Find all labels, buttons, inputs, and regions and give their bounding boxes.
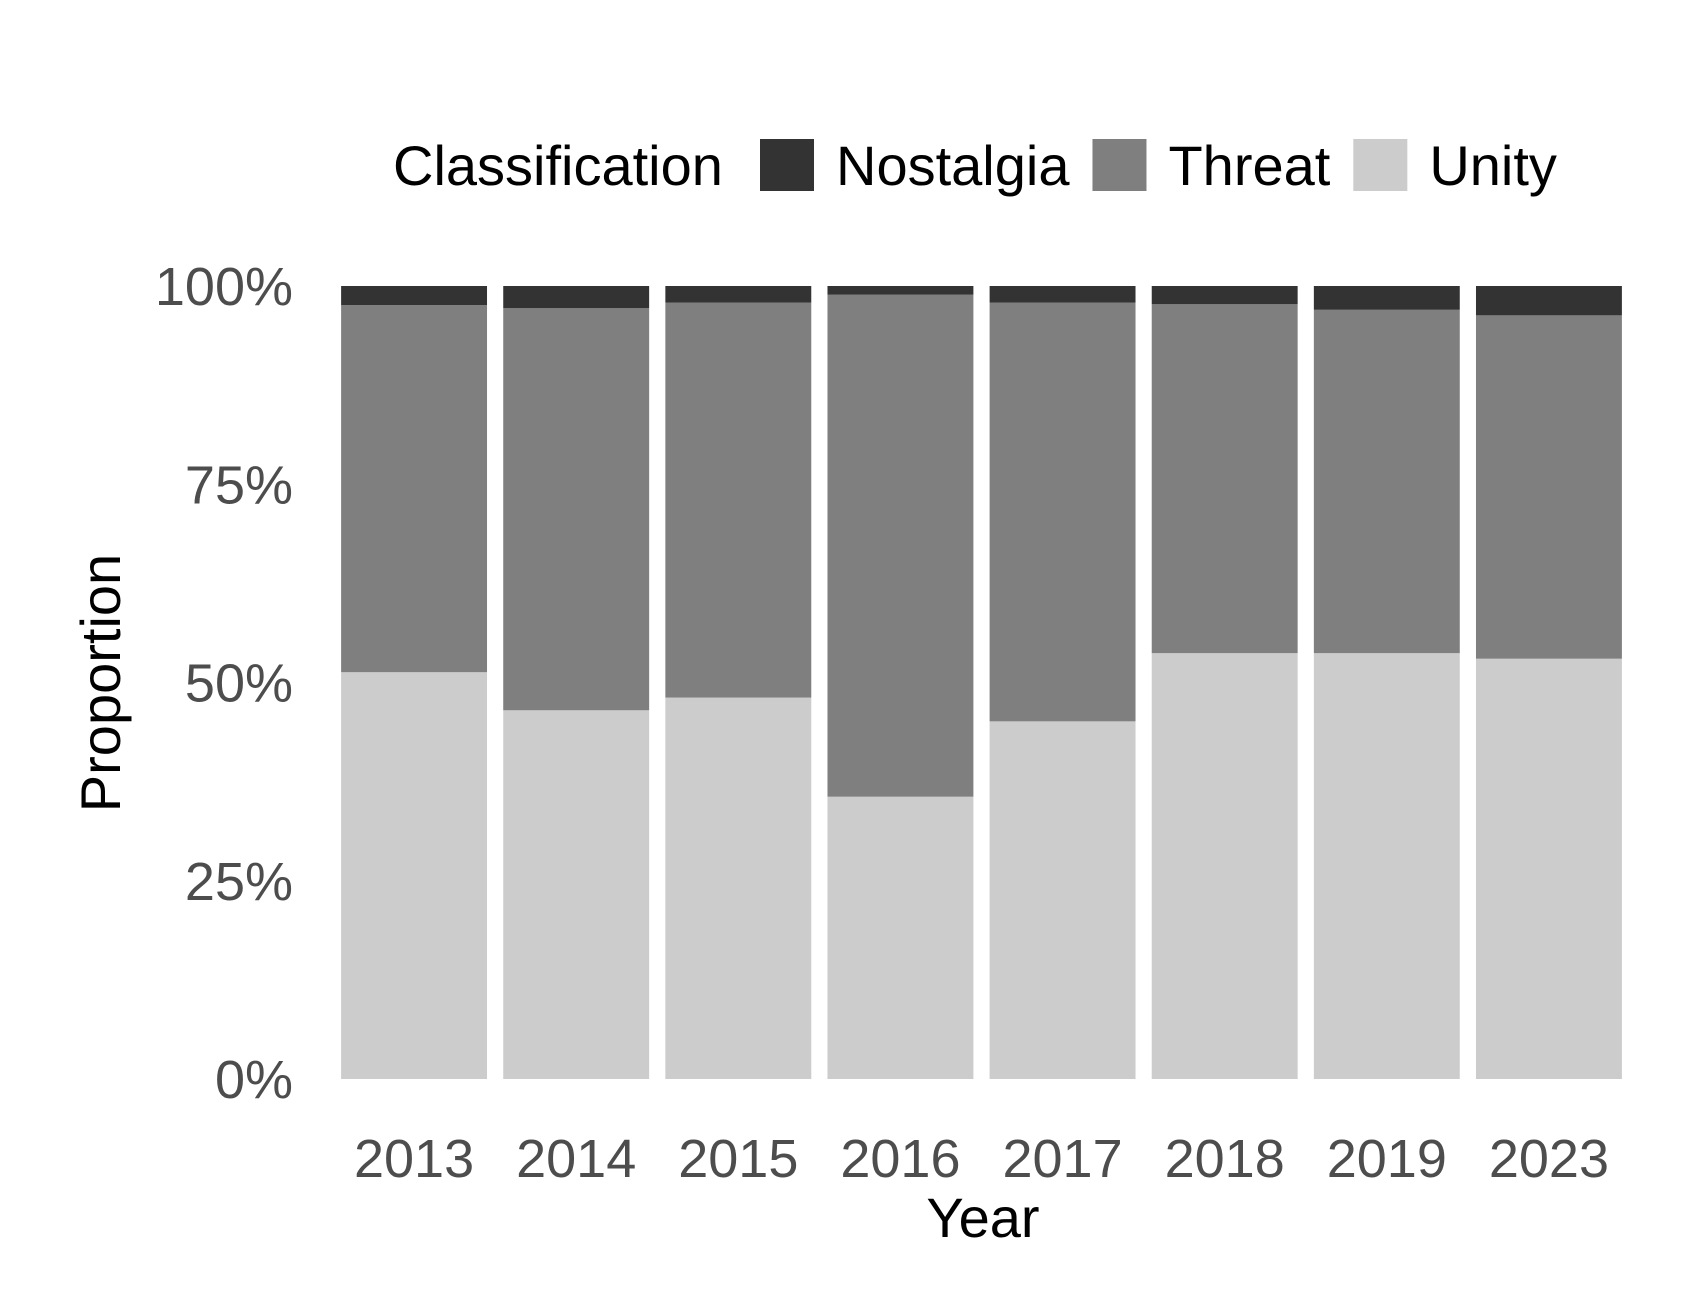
bars <box>341 286 1622 1079</box>
y-axis-title: Proportion <box>69 554 132 812</box>
bar-segment-threat-2023 <box>1475 315 1622 659</box>
bar-segment-unity-2018 <box>1151 653 1298 1079</box>
bar-segment-nostalgia-2015 <box>665 286 812 303</box>
bar-segment-nostalgia-2019 <box>1313 286 1460 310</box>
bar-segment-threat-2017 <box>989 302 1136 722</box>
bar-segment-unity-2016 <box>827 796 974 1079</box>
bar-segment-threat-2019 <box>1313 309 1460 654</box>
bar-segment-unity-2014 <box>503 710 650 1079</box>
bar-segment-nostalgia-2013 <box>341 286 488 306</box>
legend-label-unity: Unity <box>1429 134 1557 197</box>
bar-segment-nostalgia-2023 <box>1475 286 1622 316</box>
bar-segment-threat-2016 <box>827 294 974 797</box>
x-tick-label: 2019 <box>1327 1129 1447 1189</box>
bar-segment-nostalgia-2016 <box>827 286 974 295</box>
bar-group-2017 <box>989 286 1136 1079</box>
bar-group-2013 <box>341 286 488 1079</box>
y-tick-label: 50% <box>185 654 293 714</box>
legend-swatch-threat <box>1092 139 1147 191</box>
bar-segment-threat-2014 <box>503 308 650 711</box>
bar-group-2023 <box>1475 286 1622 1079</box>
legend-swatch-unity <box>1353 139 1408 191</box>
bar-group-2018 <box>1151 286 1298 1079</box>
bar-segment-nostalgia-2017 <box>989 286 1136 303</box>
bar-segment-nostalgia-2018 <box>1151 286 1298 305</box>
bar-segment-threat-2015 <box>665 302 812 698</box>
x-tick-label: 2018 <box>1165 1129 1285 1189</box>
y-tick-label: 75% <box>185 455 293 515</box>
x-tick-label: 2017 <box>1002 1129 1122 1189</box>
legend-title: Classification <box>393 134 723 197</box>
y-tick-label: 25% <box>185 852 293 912</box>
x-tick-label: 2013 <box>354 1129 474 1189</box>
bar-group-2019 <box>1313 286 1460 1079</box>
bar-segment-threat-2018 <box>1151 304 1298 654</box>
bar-group-2016 <box>827 286 974 1079</box>
legend-label-nostalgia: Nostalgia <box>836 134 1070 197</box>
y-tick-label: 0% <box>215 1050 293 1110</box>
x-tick-label: 2014 <box>516 1129 636 1189</box>
legend-label-threat: Threat <box>1168 134 1330 197</box>
x-tick-label: 2015 <box>678 1129 798 1189</box>
bar-segment-unity-2023 <box>1475 658 1622 1079</box>
bar-segment-unity-2013 <box>341 672 488 1079</box>
bar-group-2014 <box>503 286 650 1079</box>
legend-swatch-nostalgia <box>760 139 814 191</box>
bar-group-2015 <box>665 286 812 1079</box>
x-tick-label: 2023 <box>1489 1129 1609 1189</box>
x-tick-label: 2016 <box>840 1129 960 1189</box>
bar-segment-nostalgia-2014 <box>503 286 650 309</box>
x-axis: 2013 2014 2015 2016 2017 2018 2019 2023 <box>354 1129 1609 1189</box>
legend: Classification Nostalgia Threat Unity <box>393 134 1557 197</box>
bar-segment-unity-2015 <box>665 697 812 1079</box>
bar-segment-unity-2017 <box>989 721 1136 1079</box>
bar-segment-threat-2013 <box>341 305 488 673</box>
y-axis: 0% 25% 50% 75% 100% <box>155 257 293 1110</box>
x-axis-title: Year <box>926 1186 1039 1249</box>
bar-segment-unity-2019 <box>1313 653 1460 1079</box>
y-tick-label: 100% <box>155 257 293 317</box>
